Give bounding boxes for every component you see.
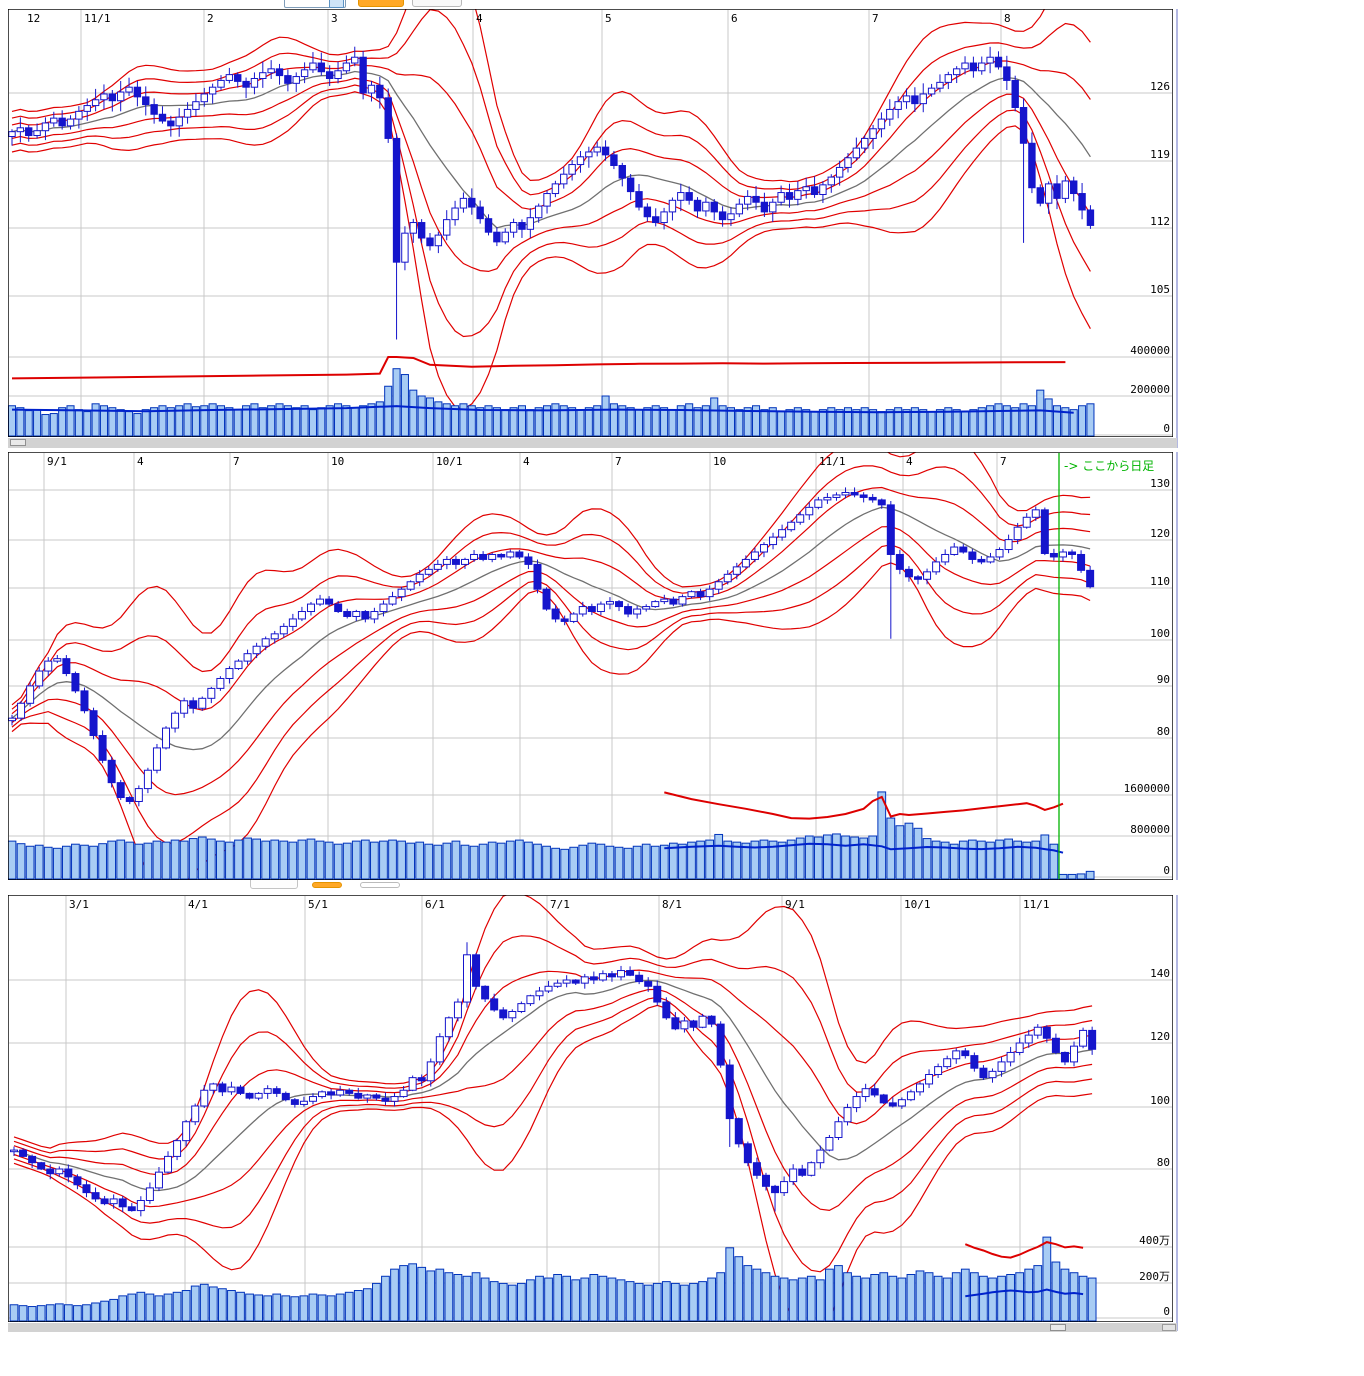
svg-text:119: 119 [1150, 148, 1170, 161]
svg-text:4: 4 [137, 455, 144, 468]
svg-text:120: 120 [1150, 1030, 1170, 1043]
svg-text:120: 120 [1150, 527, 1170, 540]
svg-text:6/1: 6/1 [425, 898, 445, 911]
svg-text:3/1: 3/1 [69, 898, 89, 911]
svg-text:2: 2 [207, 12, 214, 25]
svg-text:7: 7 [233, 455, 240, 468]
svg-text:0: 0 [1163, 1305, 1170, 1318]
volume-bars [8, 791, 1095, 880]
chart3-scrollbar-right-button[interactable] [1162, 1324, 1176, 1331]
svg-text:80: 80 [1157, 1156, 1170, 1169]
gridlines [9, 896, 1172, 1321]
svg-text:8/1: 8/1 [662, 898, 682, 911]
svg-text:11/1: 11/1 [84, 12, 111, 25]
candlesticks [8, 487, 1095, 807]
svg-text:0: 0 [1163, 864, 1170, 877]
candlesticks [8, 46, 1095, 340]
chart-window-3: 3/1 4/1 5/1 6/1 7/1 8/1 9/1 10/1 11/1 140 120 100 80… [8, 895, 1173, 1322]
svg-text:126: 126 [1150, 80, 1170, 93]
moving-average-line [11, 506, 1091, 751]
volume-line-red [664, 791, 1064, 820]
orange-button[interactable] [358, 0, 404, 7]
svg-text:11/1: 11/1 [1023, 898, 1050, 911]
svg-text:800000: 800000 [1130, 823, 1170, 836]
svg-text:80: 80 [1157, 725, 1170, 738]
volume-line-red [11, 356, 1066, 380]
annotation-daily-note: -> ここから日足 [1058, 453, 1154, 879]
chart1-horizontal-scrollbar[interactable] [8, 438, 1177, 448]
svg-text:10/1: 10/1 [436, 455, 463, 468]
moving-average-line [11, 70, 1091, 229]
svg-text:4: 4 [906, 455, 913, 468]
svg-text:100: 100 [1150, 1094, 1170, 1107]
svg-text:1600000: 1600000 [1124, 782, 1170, 795]
gridlines [9, 453, 1172, 879]
svg-text:140: 140 [1150, 967, 1170, 980]
svg-text:7: 7 [615, 455, 622, 468]
volume-line-blue [664, 842, 1064, 854]
svg-text:11/1: 11/1 [819, 455, 846, 468]
svg-text:0: 0 [1163, 422, 1170, 435]
bollinger-bands [11, 9, 1091, 411]
svg-text:12: 12 [27, 12, 40, 25]
svg-text:90: 90 [1157, 673, 1170, 686]
volume-line-blue [11, 405, 1074, 414]
chart-window-2: 9/1 4 7 10 10/1 4 7 10 11/1 4 7 130 120 110 100 90 80 160… [8, 452, 1173, 880]
dropdown-button-icon[interactable] [329, 0, 344, 8]
dropdown-control[interactable] [284, 0, 346, 8]
svg-text:7: 7 [1000, 455, 1007, 468]
svg-text:6: 6 [731, 12, 738, 25]
volume-bars [8, 368, 1095, 437]
svg-text:9/1: 9/1 [785, 898, 805, 911]
moving-average-line [13, 979, 1093, 1192]
orange-button-2[interactable] [312, 882, 342, 888]
volume-bars [9, 1236, 1097, 1322]
volume-line-red [964, 1241, 1084, 1259]
svg-text:400000: 400000 [1130, 344, 1170, 357]
svg-text:130: 130 [1150, 477, 1170, 490]
volume-line-blue [965, 1288, 1084, 1298]
svg-text:105: 105 [1150, 283, 1170, 296]
chart3-horizontal-scrollbar[interactable] [8, 1323, 1177, 1332]
svg-text:10/1: 10/1 [904, 898, 931, 911]
chart-window-1: 12 11/1 2 3 4 5 6 7 8 126 119 112 105 400000 200000 0 [8, 9, 1173, 437]
svg-text:5: 5 [605, 12, 612, 25]
svg-text:10: 10 [331, 455, 344, 468]
svg-text:5/1: 5/1 [308, 898, 328, 911]
svg-text:9/1: 9/1 [47, 455, 67, 468]
svg-text:4/1: 4/1 [188, 898, 208, 911]
svg-text:112: 112 [1150, 215, 1170, 228]
axis-labels: 3/1 4/1 5/1 6/1 7/1 8/1 9/1 10/1 11/1 140 120 100 80… [69, 898, 1170, 1318]
gray-button-2[interactable] [360, 882, 400, 888]
axis-labels: 12 11/1 2 3 4 5 6 7 8 126 119 112 105 400000 200000 0 [27, 12, 1170, 435]
svg-text:8: 8 [1004, 12, 1011, 25]
svg-text:10: 10 [713, 455, 726, 468]
svg-text:110: 110 [1150, 575, 1170, 588]
svg-text:4: 4 [476, 12, 483, 25]
candlesticks [10, 942, 1097, 1217]
svg-text:3: 3 [331, 12, 338, 25]
chart1-scrollbar-thumb[interactable] [10, 439, 26, 446]
svg-text:400万: 400万 [1139, 1234, 1170, 1247]
svg-text:200000: 200000 [1130, 383, 1170, 396]
svg-text:4: 4 [523, 455, 530, 468]
svg-text:-> ここから日足: -> ここから日足 [1064, 459, 1154, 473]
axis-labels: 9/1 4 7 10 10/1 4 7 10 11/1 4 7 130 120 110 100 90 80 160… [47, 455, 1170, 877]
chart3-scrollbar-thumb[interactable] [1050, 1324, 1066, 1331]
svg-text:7/1: 7/1 [550, 898, 570, 911]
svg-text:7: 7 [872, 12, 879, 25]
gray-button[interactable] [412, 0, 462, 7]
svg-text:200万: 200万 [1139, 1270, 1170, 1283]
svg-text:100: 100 [1150, 627, 1170, 640]
bollinger-bands [13, 895, 1093, 1322]
